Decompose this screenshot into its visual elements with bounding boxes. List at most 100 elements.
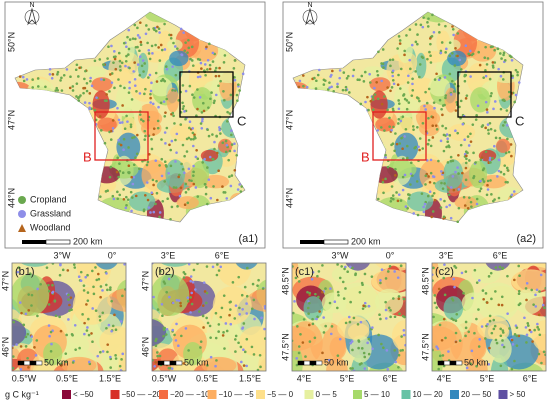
lon-label: 6°E — [383, 373, 398, 383]
sample-point — [217, 74, 221, 78]
sample-point — [487, 128, 490, 132]
sample-point — [136, 34, 140, 37]
sample-point — [202, 281, 206, 284]
sample-point — [344, 287, 347, 290]
sample-point — [187, 263, 191, 266]
sample-point — [498, 265, 502, 269]
sample-point — [192, 174, 195, 177]
sample-point — [458, 339, 462, 342]
sample-point — [122, 41, 126, 45]
sample-point — [433, 106, 436, 110]
sample-point — [163, 79, 167, 83]
sample-point — [83, 77, 86, 81]
sample-point — [92, 285, 95, 289]
sample-point — [118, 364, 122, 368]
box-label: C — [237, 113, 246, 128]
sample-point — [492, 66, 495, 69]
sample-point — [59, 329, 63, 333]
sample-point — [481, 168, 485, 172]
sample-point — [338, 76, 341, 80]
lon-label: 0.5°W — [12, 373, 37, 383]
sample-point — [260, 316, 263, 320]
sample-point — [406, 81, 410, 84]
sample-point — [496, 47, 500, 50]
sample-point — [114, 55, 117, 58]
sample-point — [445, 145, 448, 149]
sample-point — [111, 119, 115, 122]
sample-point — [338, 337, 342, 341]
soc-patch — [166, 87, 179, 113]
sample-point — [68, 303, 71, 307]
sample-point — [404, 205, 408, 208]
sample-point — [397, 193, 401, 196]
sample-point — [399, 349, 402, 352]
sample-point — [144, 32, 148, 36]
sample-point — [207, 178, 211, 181]
sample-point — [488, 77, 492, 81]
sample-point — [201, 117, 204, 121]
sample-point — [151, 178, 155, 182]
sample-point — [98, 115, 102, 118]
sample-point — [414, 70, 417, 73]
sample-point — [165, 67, 169, 71]
sample-point — [428, 190, 432, 194]
sample-point — [386, 367, 390, 371]
soc-patch — [152, 274, 190, 317]
lat-label: 47°N — [140, 271, 150, 291]
sample-point — [190, 179, 193, 183]
sample-point — [219, 265, 223, 269]
sample-point — [443, 182, 446, 185]
sample-point — [471, 52, 475, 56]
sample-point — [143, 129, 147, 133]
sample-point — [172, 114, 175, 118]
soc-patch — [91, 77, 113, 92]
sample-point — [171, 301, 175, 305]
sample-point — [149, 89, 153, 93]
sample-point — [156, 126, 160, 130]
sample-point — [484, 100, 488, 104]
sample-point — [464, 44, 468, 48]
sample-point — [439, 139, 443, 143]
sample-point — [480, 125, 484, 128]
scale-bar — [163, 360, 171, 366]
sample-point — [12, 355, 15, 358]
sample-point — [154, 43, 157, 47]
sample-point — [183, 110, 186, 113]
sample-point — [433, 78, 437, 81]
sample-point — [155, 191, 159, 195]
sample-point — [389, 315, 392, 319]
sample-point — [332, 89, 335, 93]
sample-point — [497, 158, 501, 162]
sample-point — [351, 74, 355, 78]
sample-point — [98, 315, 102, 318]
sample-point — [47, 289, 51, 293]
legend-label: −50 — −20 — [122, 390, 162, 399]
sample-point — [138, 36, 141, 39]
sample-point — [330, 73, 333, 77]
sample-point — [478, 338, 481, 341]
sample-point — [158, 215, 161, 219]
soc-patch — [235, 263, 258, 270]
sample-point — [438, 354, 442, 358]
sample-point — [472, 151, 475, 155]
sample-point — [367, 108, 370, 112]
sample-point — [174, 160, 177, 163]
sample-point — [111, 194, 115, 198]
sample-point — [442, 133, 446, 137]
sample-point — [225, 197, 229, 200]
sample-point — [125, 114, 128, 118]
sample-point — [431, 116, 435, 119]
sample-point — [69, 296, 73, 299]
sample-point — [171, 65, 174, 68]
sample-point — [493, 100, 497, 103]
sample-point — [481, 178, 485, 181]
sample-point — [371, 326, 374, 329]
sample-point — [102, 63, 105, 66]
sample-point — [499, 364, 503, 368]
sample-point — [456, 32, 460, 35]
sample-point — [525, 333, 529, 337]
sample-point — [125, 45, 128, 48]
sample-point — [477, 308, 480, 311]
box-b — [372, 111, 427, 161]
